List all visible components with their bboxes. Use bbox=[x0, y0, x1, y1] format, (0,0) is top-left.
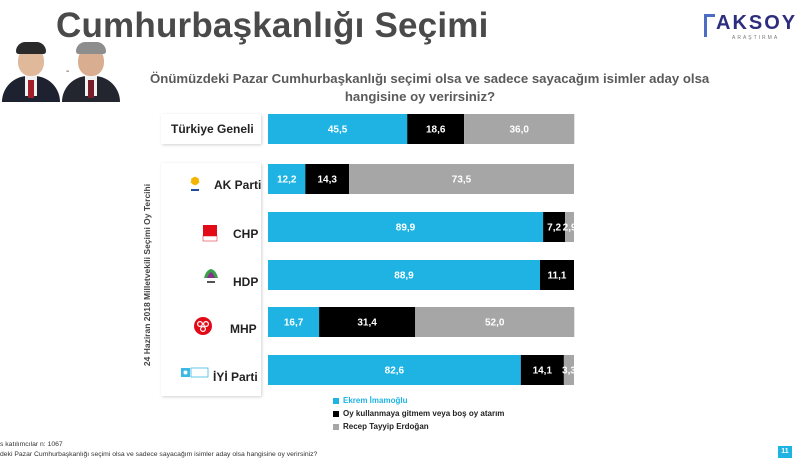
legend-swatch-imamoglu bbox=[333, 397, 339, 404]
page-title: Cumhurbaşkanlığı Seçimi bbox=[56, 6, 489, 45]
bar-value-label-1-1: 14,3 bbox=[317, 175, 337, 186]
bar-segment-4-0 bbox=[268, 307, 320, 337]
bar-segment-0-1 bbox=[407, 114, 465, 144]
bar-value-label-4-0: 16,7 bbox=[284, 318, 304, 329]
bar-value-label-2-2: 2,9 bbox=[563, 223, 577, 234]
bar-segment-3-1 bbox=[540, 260, 574, 290]
bar-value-label-1-2: 73,5 bbox=[452, 175, 472, 186]
bar-segment-0-0 bbox=[268, 114, 408, 144]
candidate-photo-imamoglu bbox=[0, 40, 62, 102]
bar-value-label-0-0: 45,5 bbox=[328, 125, 348, 136]
legend-label-imamoglu: Ekrem İmamoğlu bbox=[343, 396, 408, 405]
bar-segment-4-2 bbox=[415, 307, 575, 337]
bar-segment-3-0 bbox=[268, 260, 540, 290]
bar-segment-2-2 bbox=[565, 212, 574, 242]
label-panel-parties bbox=[161, 163, 261, 396]
row-label-hdp: HDP bbox=[233, 275, 259, 289]
legend-swatch-erdogan bbox=[333, 423, 339, 430]
bar-value-label-0-1: 18,6 bbox=[426, 125, 446, 136]
row-label-turkiye-geneli: Türkiye Geneli bbox=[171, 122, 254, 136]
row-label-mhp: MHP bbox=[230, 322, 257, 336]
photo-separator: - bbox=[66, 66, 70, 77]
aksoy-logo: AKSOY ARAŞTIRMA bbox=[704, 12, 798, 42]
bar-value-label-3-1: 11,1 bbox=[548, 271, 567, 282]
page-number: 11 bbox=[778, 446, 792, 458]
bar-segment-2-0 bbox=[268, 212, 544, 242]
bar-segment-1-1 bbox=[305, 164, 350, 194]
legend-label-bos-oy: Oy kullanmaya gitmem veya boş oy atarım bbox=[343, 409, 505, 418]
logo-mark-icon bbox=[704, 14, 715, 37]
bar-value-label-5-0: 82,6 bbox=[385, 366, 405, 377]
bar-segment-4-1 bbox=[319, 307, 416, 337]
bar-segment-5-1 bbox=[520, 355, 564, 385]
bar-value-label-2-0: 89,9 bbox=[396, 223, 416, 234]
logo-name: AKSOY bbox=[716, 12, 798, 34]
legend-item-imamoglu: Ekrem İmamoğlu bbox=[333, 394, 504, 407]
chart-legend: Ekrem İmamoğlu Oy kullanmaya gitmem veya… bbox=[333, 394, 504, 433]
iyi-parti-logo-icon bbox=[181, 367, 209, 378]
mhp-logo-icon bbox=[194, 317, 212, 335]
legend-item-bos-oy: Oy kullanmaya gitmem veya boş oy atarım bbox=[333, 407, 504, 420]
survey-question: Önümüzdeki Pazar Cumhurbaşkanlığı seçimi… bbox=[150, 70, 710, 106]
bar-value-label-5-2: 3,3 bbox=[562, 366, 576, 377]
ak-parti-logo-icon bbox=[190, 176, 200, 191]
legend-swatch-bos-oy bbox=[333, 410, 339, 417]
bar-segment-2-1 bbox=[543, 212, 566, 242]
row-label-ak-parti: AK Parti bbox=[214, 178, 262, 192]
row-label-chp: CHP bbox=[233, 227, 259, 241]
bar-segment-1-2 bbox=[349, 164, 574, 194]
bar-segment-0-2 bbox=[464, 114, 575, 144]
bar-value-label-5-1: 14,1 bbox=[533, 366, 553, 377]
logo-subtitle: ARAŞTIRMA bbox=[732, 35, 780, 41]
bar-value-label-0-2: 36,0 bbox=[509, 125, 529, 136]
label-panel-turkiye bbox=[161, 114, 261, 144]
bar-value-label-4-2: 52,0 bbox=[485, 318, 505, 329]
candidate-photo-erdogan bbox=[60, 40, 122, 102]
bar-segment-5-0 bbox=[268, 355, 521, 385]
bar-segment-1-0 bbox=[268, 164, 306, 194]
question-line-1: Önümüzdeki Pazar Cumhurbaşkanlığı seçimi… bbox=[150, 71, 710, 86]
bar-segment-5-2 bbox=[563, 355, 574, 385]
chp-logo-icon bbox=[202, 225, 218, 242]
legend-label-erdogan: Recep Tayyip Erdoğan bbox=[343, 422, 429, 431]
bar-value-label-2-1: 7,2 bbox=[547, 223, 561, 234]
bar-value-label-1-0: 12,2 bbox=[277, 175, 297, 186]
hdp-logo-icon bbox=[204, 269, 218, 283]
bar-value-label-4-1: 31,4 bbox=[357, 318, 377, 329]
footer-question-note: deki Pazar Cumhurbaşkanlığı seçimi olsa … bbox=[0, 451, 318, 458]
footer-sample-note: s katılımcılar n: 1067 bbox=[0, 441, 63, 448]
row-label-iyi-parti: İYİ Parti bbox=[213, 370, 258, 384]
legend-item-erdogan: Recep Tayyip Erdoğan bbox=[333, 420, 504, 433]
question-line-2: hangisine oy verirsiniz? bbox=[344, 89, 496, 104]
bar-value-label-3-0: 88,9 bbox=[394, 271, 414, 282]
